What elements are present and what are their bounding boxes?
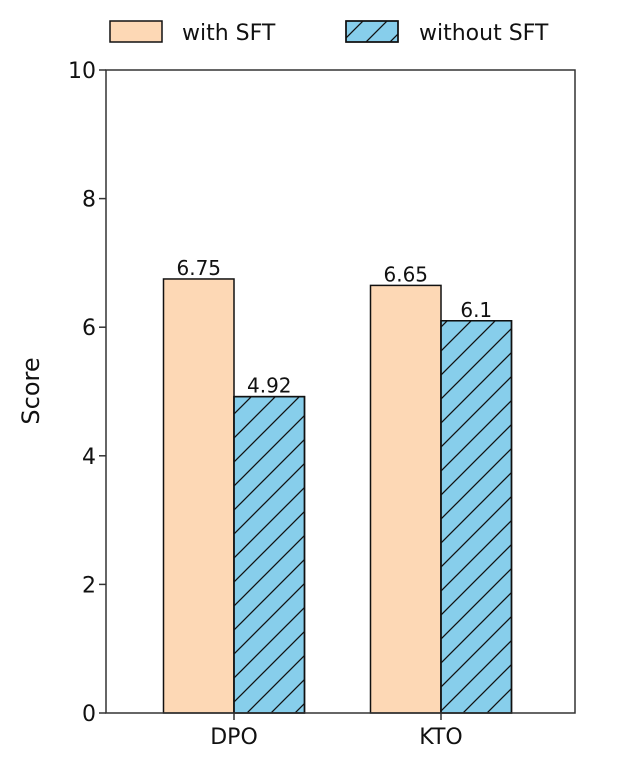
legend-label-without-sft: without SFT [419,21,549,46]
data-labels-group: 6.75 4.92 6.65 6.1 [176,256,492,398]
bar-hatch-dpo [233,395,306,714]
x-tick-label-dpo: DPO [210,725,258,750]
bar-hatch-kto [440,320,513,714]
y-tick-label: 2 [82,573,96,598]
bar-kto-with-sft [369,284,442,714]
y-tick-label: 0 [82,702,96,727]
legend-label-with-sft: with SFT [182,21,276,46]
y-axis-title: Score [17,357,45,424]
legend-swatch-with-sft [109,20,163,43]
y-axis: 0 2 4 6 8 10 [68,59,106,727]
data-label-dpo-0: 6.75 [176,256,221,280]
y-tick-label: 8 [82,188,96,213]
y-tick-label: 10 [68,59,96,84]
data-label-dpo-1: 4.92 [247,374,292,398]
data-label-kto-0: 6.65 [383,262,428,286]
data-label-kto-1: 6.1 [460,298,492,322]
legend-swatch-hatch [345,20,399,43]
x-axis: DPO KTO [210,713,463,750]
x-tick-label-kto: KTO [419,725,462,750]
bar-dpo-with-sft [162,278,235,714]
legend: with SFT without SFT [109,20,549,46]
plot-frame [105,69,576,714]
y-tick-label: 4 [82,445,96,470]
bars-group [162,278,513,714]
y-tick-label: 6 [82,316,96,341]
